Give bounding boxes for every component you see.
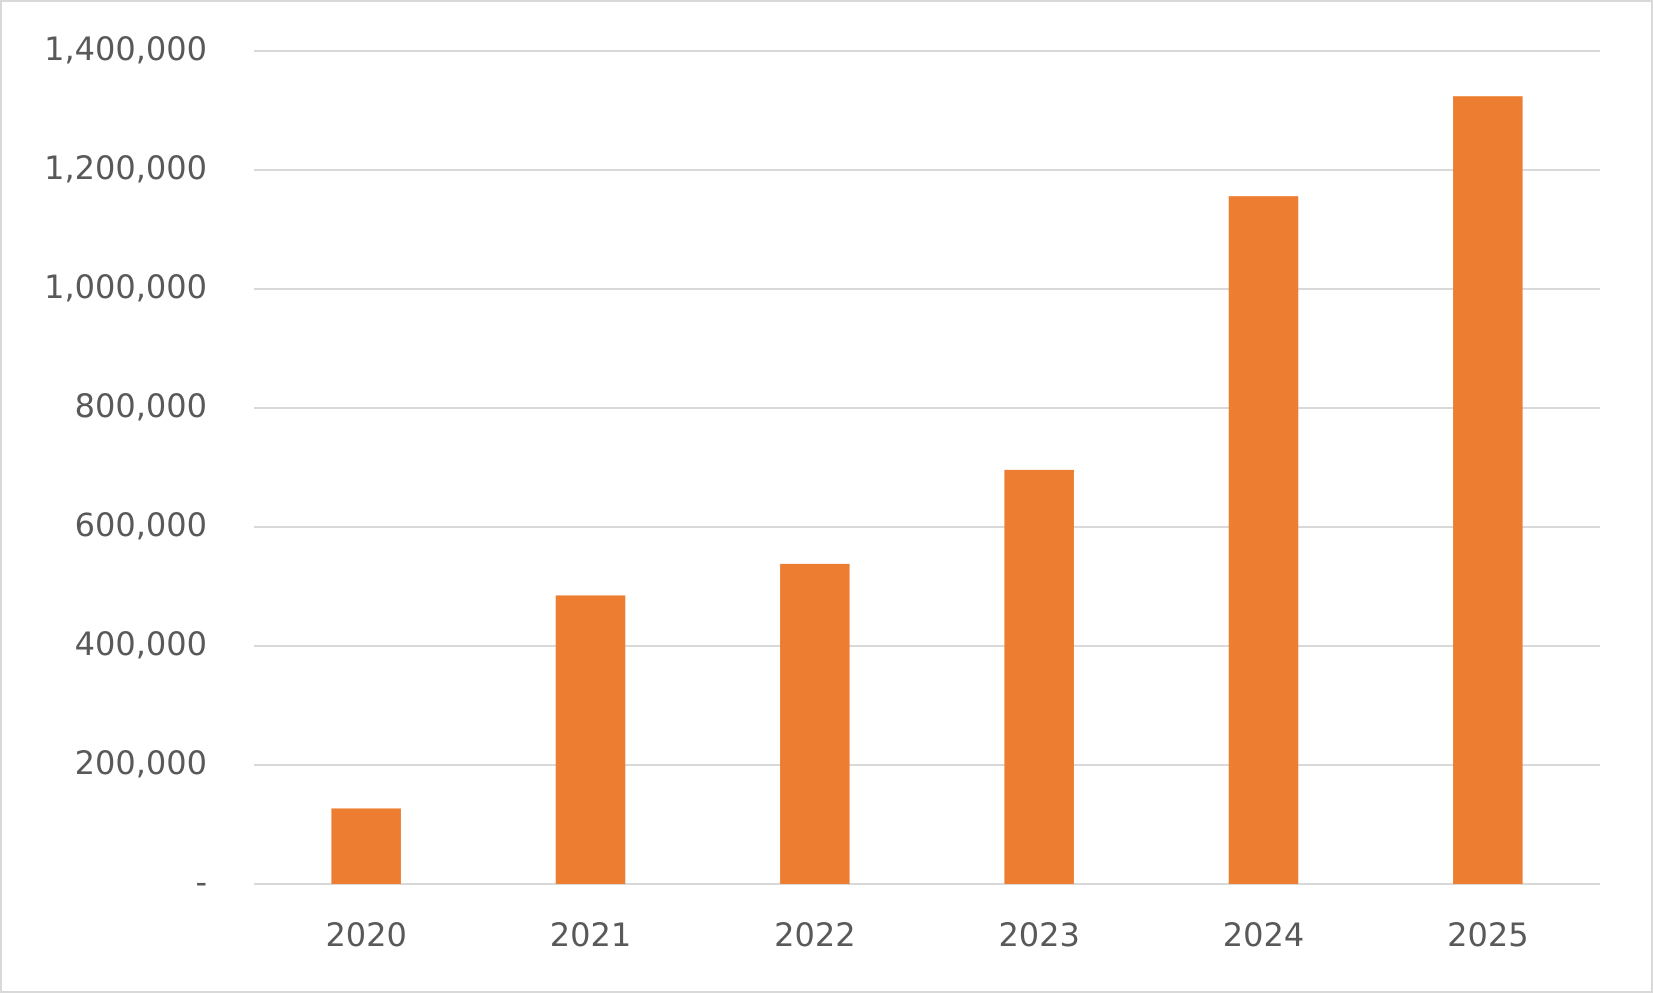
- x-tick-label: 2024: [1223, 916, 1304, 954]
- y-tick-label: 400,000: [75, 625, 207, 663]
- x-tick-label: 2021: [550, 916, 631, 954]
- x-tick-label: 2020: [325, 916, 406, 954]
- bar: [555, 595, 626, 884]
- bar: [331, 808, 401, 884]
- bar: [1228, 196, 1299, 884]
- bar: [1453, 96, 1523, 885]
- x-tick-label: 2025: [1447, 916, 1528, 954]
- y-tick-label: 1,000,000: [44, 268, 207, 306]
- y-tick-label: 600,000: [75, 506, 207, 544]
- bar: [1004, 469, 1074, 884]
- y-tick-label: 1,200,000: [44, 149, 207, 187]
- y-tick-label: 200,000: [75, 744, 207, 782]
- y-tick-label: -: [195, 863, 207, 901]
- bar: [780, 563, 850, 884]
- x-tick-label: 2023: [998, 916, 1079, 954]
- y-tick-label: 800,000: [75, 387, 207, 425]
- x-tick-label: 2022: [774, 916, 855, 954]
- y-tick-label: 1,400,000: [44, 30, 207, 68]
